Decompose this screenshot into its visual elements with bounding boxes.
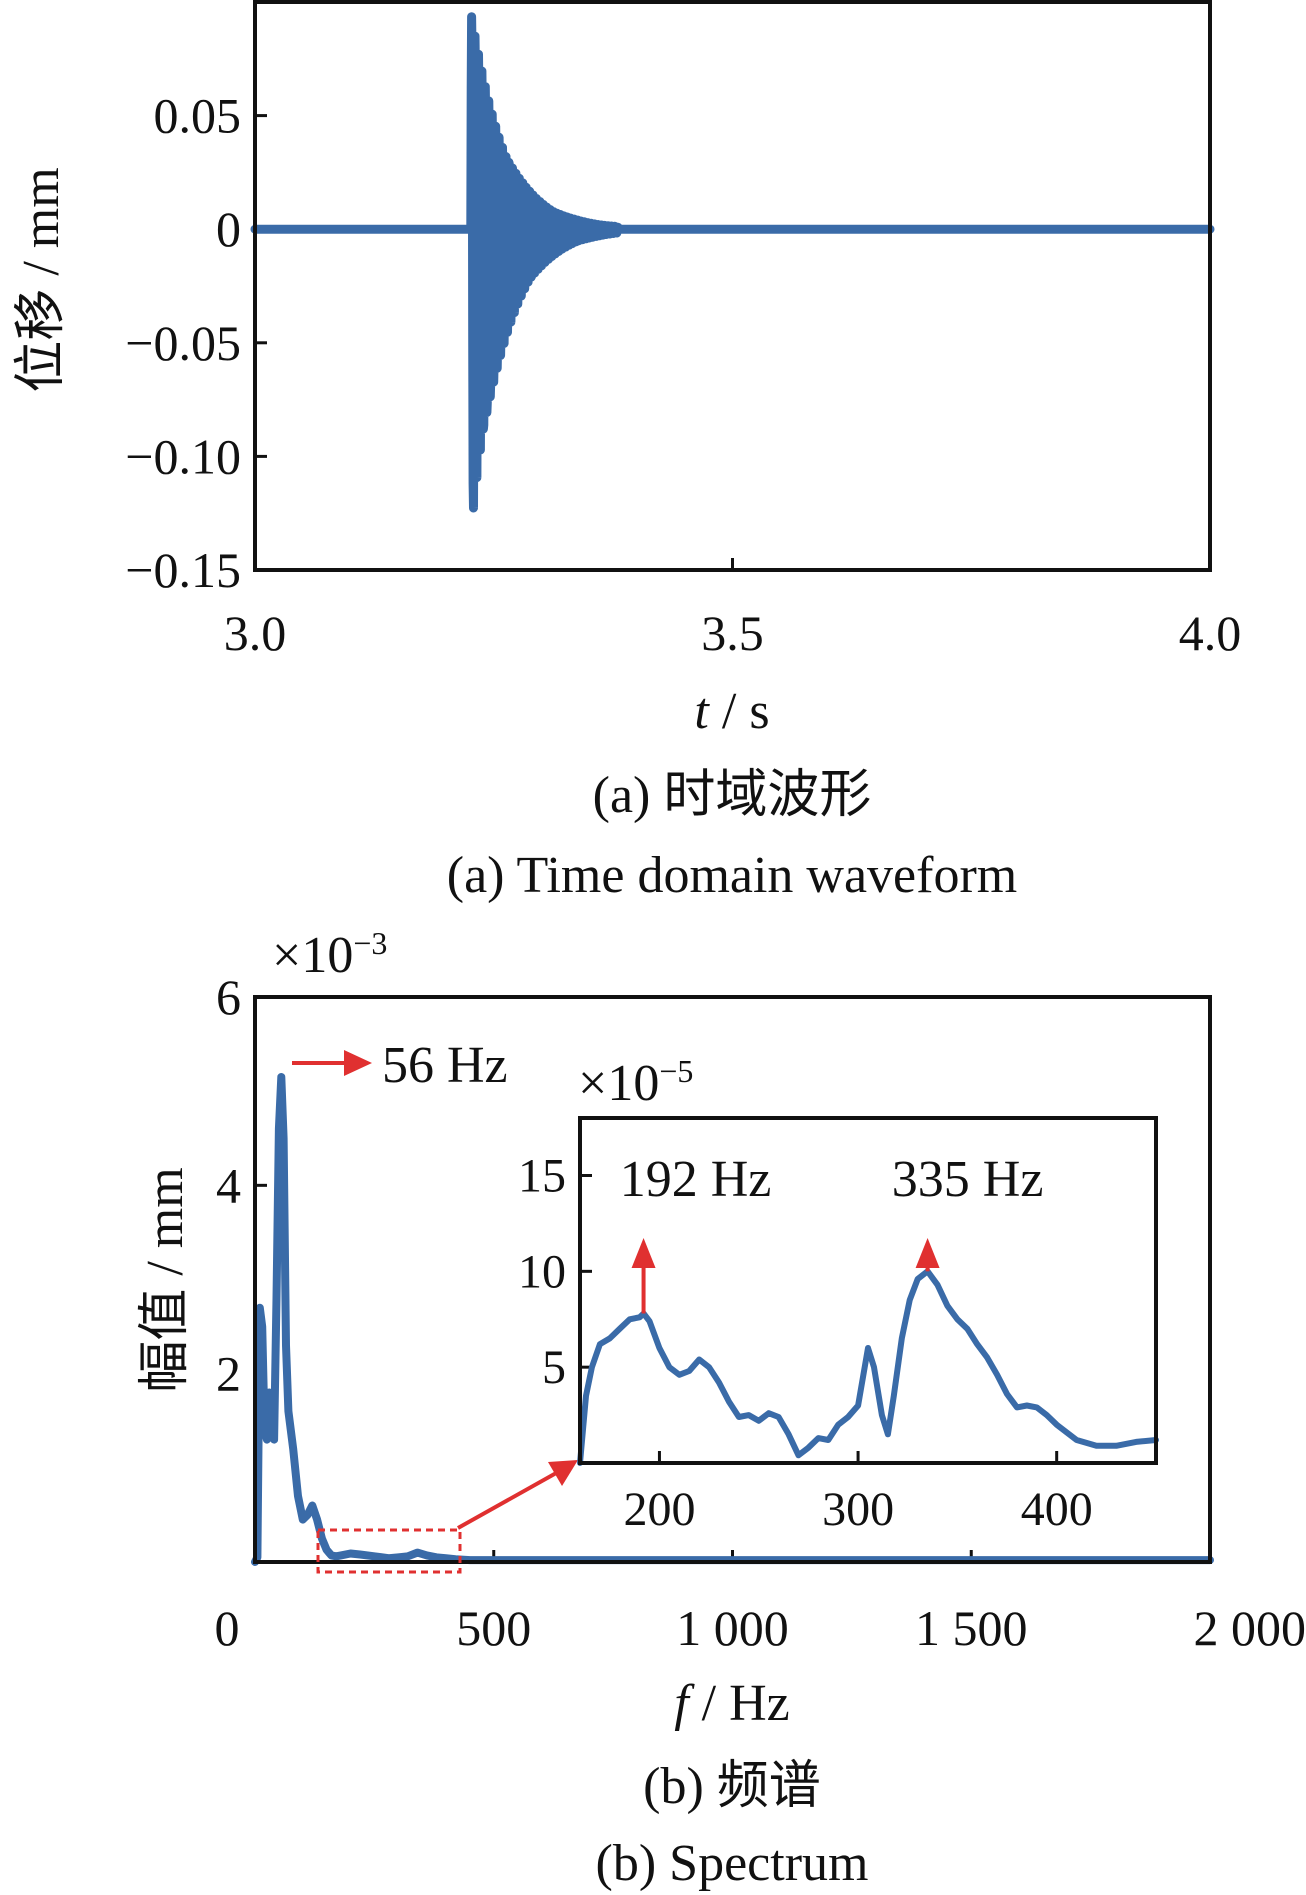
chart-a-y-tick-label: −0.05: [125, 315, 241, 371]
chart-b-y-ticks: 2 4 6: [216, 969, 267, 1402]
zoom-arrow: [457, 1470, 559, 1530]
chart-b-x-ticks: 0 500 1 000 1 500 2 000: [215, 1550, 1306, 1656]
chart-a-y-tick-label: 0.05: [154, 88, 242, 144]
inset-x-tick-label: 200: [623, 1483, 695, 1536]
chart-b-caption-cn: (b) 频谱: [643, 1758, 821, 1815]
chart-a-y-tick-label: −0.10: [125, 428, 241, 484]
chart-a-x-tick-label: 3.5: [701, 605, 764, 661]
inset-series-line: [577, 1268, 1159, 1466]
chart-a-xlabel: t / s: [694, 683, 769, 740]
chart-b-x-tick-label: 1 500: [915, 1600, 1028, 1656]
inset-x-ticks: 200 300 400: [623, 1451, 1093, 1536]
chart-a-y-tick-label: −0.15: [125, 542, 241, 598]
chart-a-x-tick-label: 4.0: [1179, 605, 1242, 661]
chart-a-caption-cn: (a) 时域波形: [593, 767, 872, 824]
chart-b-x-tick-label: 2 000: [1194, 1600, 1306, 1656]
chart-a-x-tick-label: 3.0: [224, 605, 287, 661]
zoom-arrowhead: [548, 1460, 578, 1486]
inset-frame: [578, 1116, 1158, 1465]
chart-b-y-multiplier: ×10−3: [272, 925, 387, 984]
chart-b-xlabel: f / Hz: [674, 1675, 790, 1732]
chart-a-y-tick-label: 0: [216, 201, 241, 257]
chart-b: ×10−3 幅值 / mm 2 4 6 0 500 1 000 1 500 2 000 56…: [137, 925, 1306, 1892]
chart-a-series: [250, 12, 1215, 513]
inset-y-tick-label: 5: [542, 1341, 566, 1394]
inset-background: [580, 1118, 1156, 1463]
inset-y-tick-label: 10: [518, 1245, 566, 1298]
chart-a-caption-en: (a) Time domain waveform: [447, 847, 1017, 904]
inset-y-multiplier: ×10−5: [578, 1053, 693, 1112]
inset-x-tick-label: 300: [822, 1483, 894, 1536]
chart-b-frame: [253, 995, 1212, 1564]
chart-b-x-tick-label: 0: [215, 1600, 240, 1656]
inset-peak-label: 192 Hz: [620, 1151, 772, 1208]
inset-chart: ×10−5 5 10 15 200 300 400 192 Hz 335 Hz: [518, 1053, 1159, 1536]
inset-peak-arrowhead: [915, 1238, 940, 1268]
chart-b-y-tick-label: 6: [216, 969, 241, 1025]
chart-a-x-ticks: 3.0 3.5 4.0: [224, 558, 1242, 661]
chart-a-y-ticks: 0.05 0 −0.05 −0.10 −0.15: [125, 88, 267, 598]
peak-56hz-label: 56 Hz: [382, 1037, 508, 1094]
peak-56hz-arrowhead: [344, 1050, 372, 1076]
inset-x-tick-label: 400: [1021, 1483, 1093, 1536]
chart-a-frame: [253, 0, 1212, 572]
chart-a-series-line: [250, 12, 1215, 513]
chart-b-y-tick-label: 4: [216, 1157, 241, 1213]
chart-b-y-tick-label: 2: [216, 1346, 241, 1402]
chart-a: 位移 / mm 0.05 0 −0.05 −0.10 −0.15 3.0 3.5 4.0 t…: [13, 0, 1242, 904]
inset-peak-arrowhead: [631, 1238, 656, 1268]
inset-y-ticks: 5 10 15: [518, 1150, 592, 1394]
inset-y-tick-label: 15: [518, 1150, 566, 1203]
chart-b-x-tick-label: 500: [456, 1600, 531, 1656]
chart-b-caption-en: (b) Spectrum: [596, 1835, 869, 1892]
inset-peak-label: 335 Hz: [892, 1151, 1044, 1208]
chart-b-x-tick-label: 1 000: [676, 1600, 789, 1656]
zoom-region-box: [316, 1528, 462, 1574]
inset-annotations: 192 Hz 335 Hz: [620, 1151, 1044, 1314]
chart-b-ylabel: 幅值 / mm: [137, 1167, 194, 1392]
inset-series: [577, 1268, 1159, 1466]
chart-a-ylabel: 位移 / mm: [13, 167, 70, 392]
